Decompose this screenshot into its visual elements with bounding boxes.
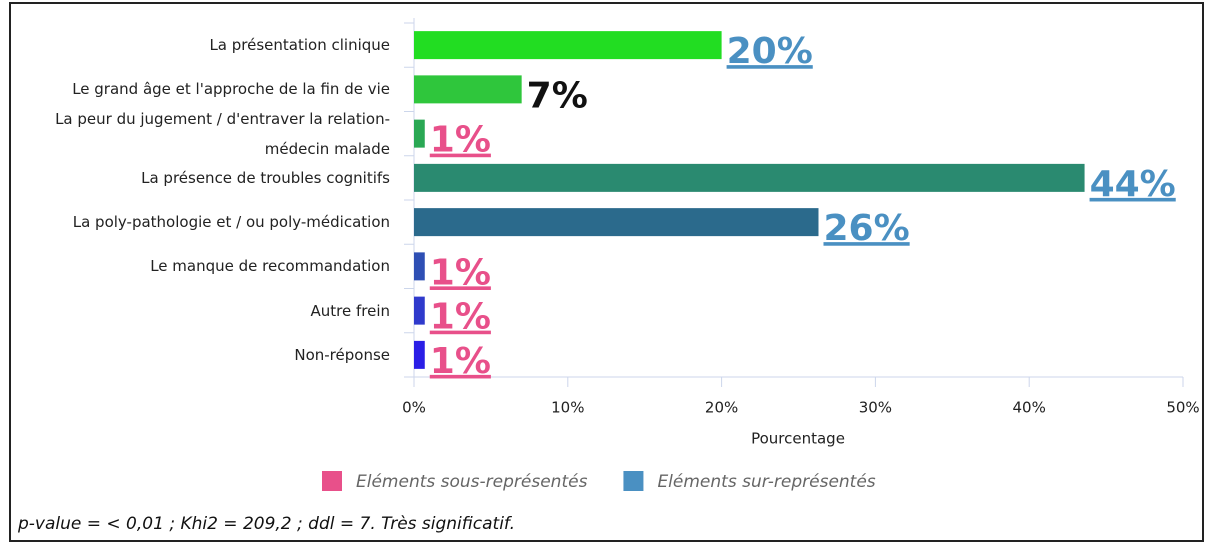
legend-swatch xyxy=(322,471,342,491)
data-label: 7% xyxy=(527,75,588,116)
bar xyxy=(414,163,1085,192)
category-label: La poly-pathologie et / ou poly-médicati… xyxy=(72,213,390,232)
category-label: Le manque de recommandation xyxy=(150,257,390,276)
x-tick-label: 40% xyxy=(1013,399,1046,417)
x-tick-label: 0% xyxy=(402,399,426,417)
legend-label: Eléments sous-représentés xyxy=(356,472,588,492)
bar xyxy=(414,75,522,104)
data-label: 44% xyxy=(1090,164,1176,205)
x-tick-label: 50% xyxy=(1166,399,1199,417)
bar xyxy=(414,31,722,60)
category-label: Autre frein xyxy=(310,301,390,320)
bar xyxy=(414,208,819,237)
legend-label: Eléments sur-représentés xyxy=(657,472,875,492)
x-tick-label: 30% xyxy=(859,399,892,417)
legend-swatch xyxy=(623,471,644,491)
category-label: La présence de troubles cognitifs xyxy=(141,168,390,187)
category-label: Le grand âge et l'approche de la fin de … xyxy=(72,80,390,99)
frame xyxy=(9,2,1204,542)
data-label: 1% xyxy=(430,297,491,338)
category-label: La présentation clinique xyxy=(209,36,390,55)
data-label: 26% xyxy=(823,208,909,249)
data-label: 1% xyxy=(430,252,491,293)
bar xyxy=(414,296,425,325)
category-label: Non-réponse xyxy=(294,345,390,364)
bar xyxy=(414,119,425,148)
x-tick-label: 10% xyxy=(551,399,584,417)
data-label: 20% xyxy=(727,31,813,72)
bar xyxy=(414,340,425,369)
data-label: 1% xyxy=(430,120,491,161)
x-axis-label: Pourcentage xyxy=(751,430,845,448)
category-label: La peur du jugement / d'entraver la rela… xyxy=(55,109,390,158)
bar xyxy=(414,252,425,281)
x-tick-label: 20% xyxy=(705,399,738,417)
footnote: p-value = < 0,01 ; Khi2 = 209,2 ; ddl = … xyxy=(17,514,515,534)
data-label: 1% xyxy=(430,341,491,382)
